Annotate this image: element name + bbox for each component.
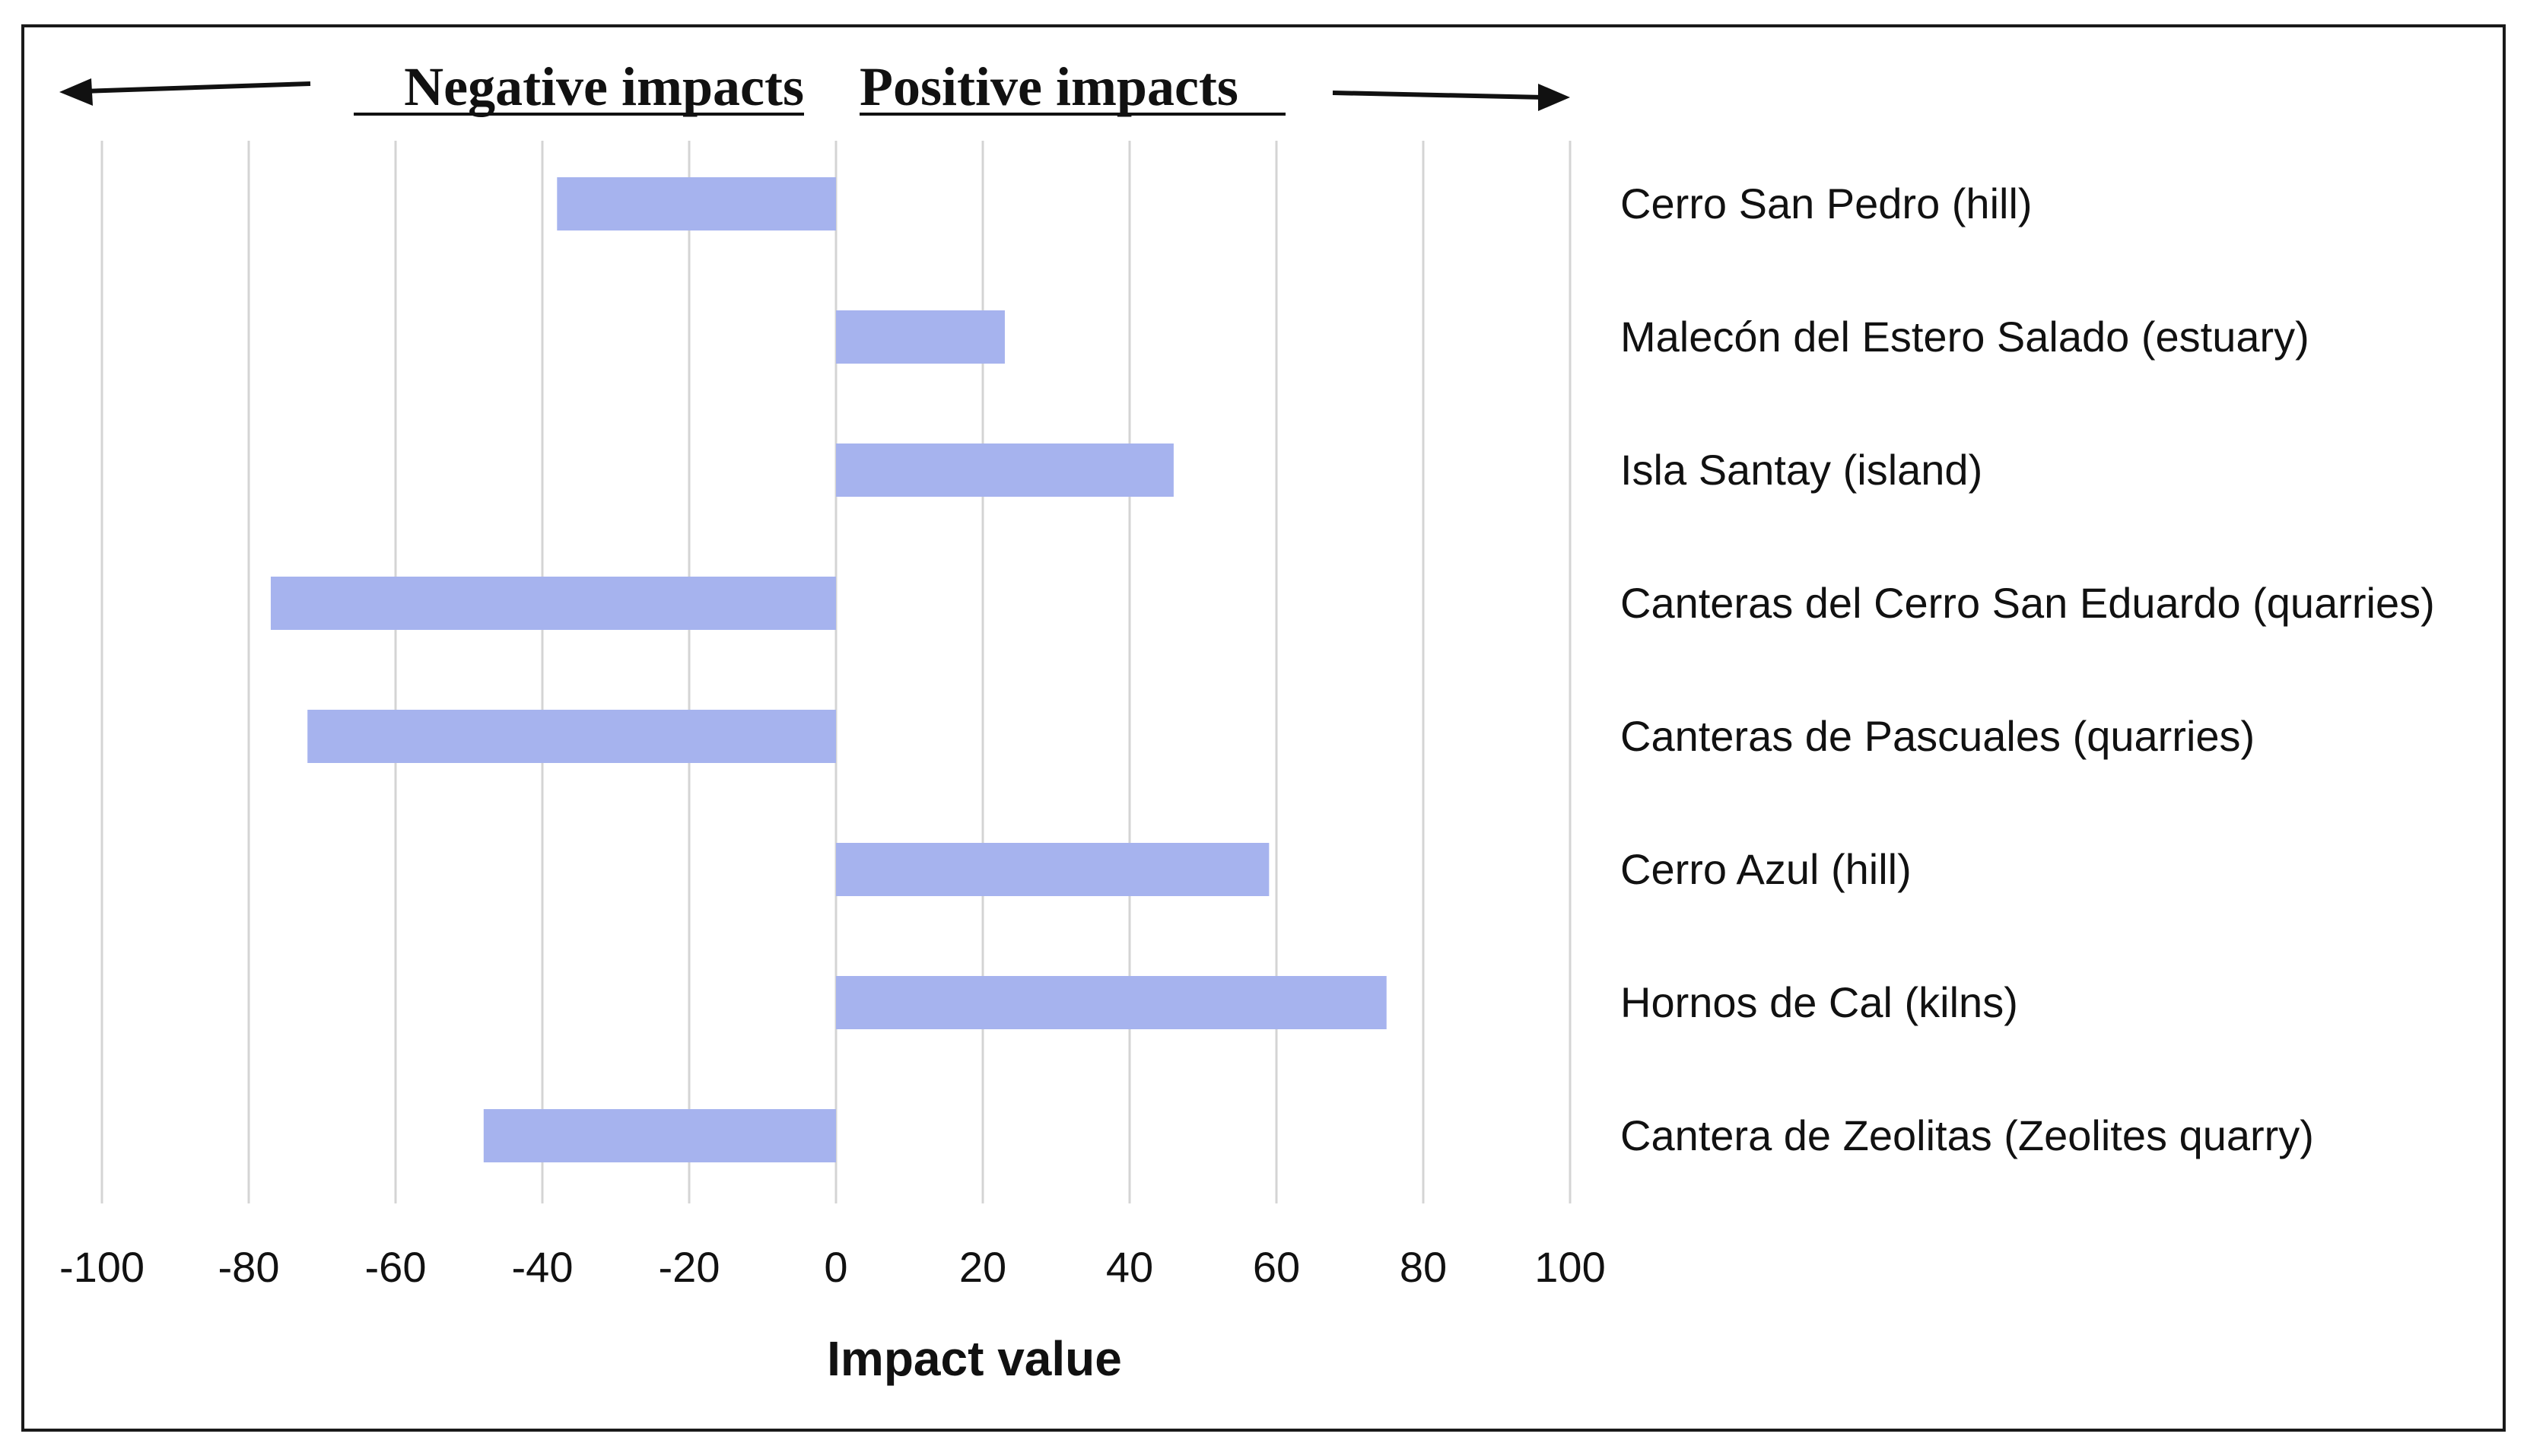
left-arrow-icon — [59, 78, 93, 106]
x-tick-label: -80 — [218, 1243, 280, 1291]
right-arrow-icon — [1538, 84, 1570, 111]
x-tick-label: 100 — [1534, 1243, 1605, 1291]
x-axis-title: Impact value — [827, 1331, 1122, 1386]
x-tick-label: -60 — [365, 1243, 427, 1291]
bars — [270, 177, 1387, 1162]
category-label: Canteras del Cerro San Eduardo (quarries… — [1620, 579, 2435, 627]
left-arrow-line — [83, 81, 311, 94]
negative-impacts-label: Negative impacts — [404, 56, 804, 117]
bar — [836, 843, 1270, 896]
positive-impacts-heading: Positive impacts — [860, 56, 1570, 117]
negative-impacts-heading: Negative impacts — [59, 56, 804, 117]
bar — [307, 710, 836, 763]
x-tick-label: 40 — [1106, 1243, 1153, 1291]
x-tick-label: 20 — [959, 1243, 1006, 1291]
bar — [557, 177, 836, 230]
right-arrow-line — [1332, 91, 1545, 100]
x-tick-label: -40 — [512, 1243, 574, 1291]
x-tick-label: 80 — [1400, 1243, 1447, 1291]
x-tick-label: 0 — [824, 1243, 847, 1291]
category-label: Cerro Azul (hill) — [1620, 845, 1912, 893]
category-label: Malecón del Estero Salado (estuary) — [1620, 313, 2309, 361]
x-tick-label: -20 — [659, 1243, 720, 1291]
category-label: Canteras de Pascuales (quarries) — [1620, 712, 2255, 760]
positive-impacts-label: Positive impacts — [860, 56, 1238, 117]
category-labels: Cerro San Pedro (hill) Malecón del Estero… — [1620, 180, 2435, 1159]
bar — [836, 310, 1005, 364]
x-tick-label: -100 — [59, 1243, 145, 1291]
bar — [270, 577, 836, 630]
x-tick-label: 60 — [1253, 1243, 1300, 1291]
bar — [836, 976, 1387, 1029]
category-label: Isla Santay (island) — [1620, 446, 1982, 494]
category-label: Hornos de Cal (kilns) — [1620, 978, 2018, 1026]
category-label: Cantera de Zeolitas (Zeolites quarry) — [1620, 1111, 2314, 1159]
category-label: Cerro San Pedro (hill) — [1620, 180, 2033, 227]
bar — [483, 1109, 836, 1162]
x-tick-labels: -100 -80 -60 -40 -20 0 20 40 60 80 100 — [59, 1243, 1606, 1291]
bar — [836, 443, 1174, 497]
